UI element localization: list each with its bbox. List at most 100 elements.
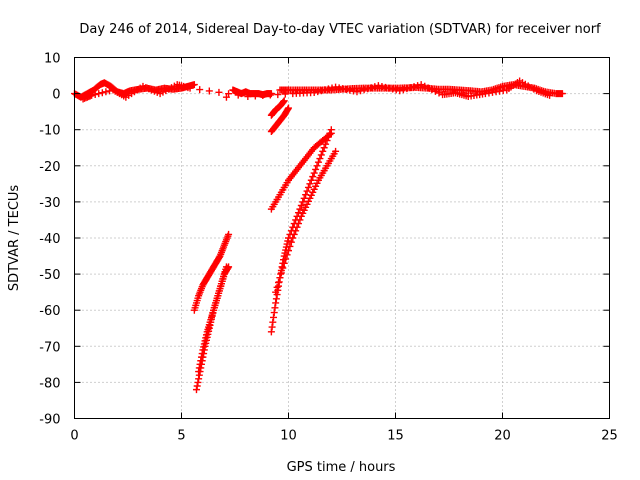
data-point bbox=[328, 84, 336, 92]
y-tick-label: -70 bbox=[39, 340, 60, 355]
y-tick: -70 bbox=[39, 340, 610, 355]
data-point bbox=[289, 234, 297, 242]
y-tick: -30 bbox=[39, 196, 610, 211]
data-point bbox=[244, 92, 252, 100]
data-point bbox=[102, 88, 110, 96]
data-point bbox=[280, 259, 288, 267]
data-point bbox=[196, 360, 204, 368]
y-tick-label: -40 bbox=[39, 232, 60, 247]
data-point bbox=[293, 223, 301, 231]
data-point bbox=[270, 309, 278, 317]
data-point bbox=[321, 86, 329, 94]
data-point bbox=[271, 304, 279, 312]
data-point bbox=[417, 81, 425, 89]
data-point bbox=[403, 85, 411, 93]
data-point bbox=[195, 368, 203, 376]
data-point bbox=[296, 216, 304, 224]
data-point bbox=[310, 89, 318, 97]
series-dip-b-lower bbox=[272, 147, 340, 296]
data-point bbox=[294, 220, 302, 228]
data-point bbox=[558, 90, 566, 98]
data-point bbox=[272, 288, 280, 296]
data-point bbox=[378, 83, 386, 91]
data-points bbox=[71, 77, 566, 394]
data-point bbox=[382, 83, 390, 91]
data-point bbox=[287, 238, 295, 246]
data-point bbox=[195, 364, 203, 372]
data-point bbox=[306, 180, 314, 188]
data-point bbox=[266, 91, 274, 99]
chart-title: Day 246 of 2014, Sidereal Day-to-day VTE… bbox=[79, 22, 601, 37]
data-point bbox=[277, 269, 285, 277]
data-point bbox=[399, 86, 407, 94]
data-point bbox=[272, 295, 280, 303]
data-point bbox=[215, 88, 223, 96]
data-point bbox=[279, 264, 287, 272]
data-point bbox=[320, 144, 328, 152]
series-short-c bbox=[267, 97, 288, 119]
data-point bbox=[197, 357, 205, 365]
y-tick: -50 bbox=[39, 268, 610, 283]
data-point bbox=[290, 230, 298, 238]
x-tick-label: 25 bbox=[601, 429, 618, 444]
grid bbox=[74, 57, 610, 419]
data-point bbox=[303, 187, 311, 195]
data-point bbox=[269, 318, 277, 326]
series-outlier bbox=[222, 93, 230, 101]
data-point bbox=[225, 263, 233, 271]
data-point bbox=[196, 86, 204, 94]
data-point bbox=[222, 93, 230, 101]
data-point bbox=[421, 82, 429, 90]
data-point bbox=[296, 205, 304, 213]
data-point bbox=[367, 84, 375, 92]
data-point bbox=[326, 131, 334, 139]
data-point bbox=[392, 86, 400, 94]
data-point bbox=[267, 90, 275, 98]
y-axis: 10 0 -10 -20 -30 -40 -50 -60 -70 -80 -90 bbox=[39, 52, 610, 428]
x-tick: 20 bbox=[494, 57, 511, 444]
data-point bbox=[342, 85, 350, 93]
x-tick: 15 bbox=[387, 57, 404, 444]
data-point bbox=[270, 313, 278, 321]
data-point bbox=[335, 84, 343, 92]
data-point bbox=[280, 98, 288, 106]
data-point bbox=[314, 88, 322, 96]
y-tick: -80 bbox=[39, 376, 610, 391]
y-tick: -10 bbox=[39, 124, 610, 139]
y-tick-label: -80 bbox=[39, 376, 60, 391]
data-point bbox=[205, 87, 213, 95]
data-point bbox=[285, 104, 292, 112]
data-point bbox=[259, 92, 267, 100]
data-point bbox=[282, 255, 290, 263]
data-point bbox=[332, 83, 340, 91]
series-dip-a-mid bbox=[195, 263, 233, 376]
data-point bbox=[267, 328, 275, 336]
data-point bbox=[275, 279, 283, 287]
y-tick-label: -10 bbox=[39, 124, 60, 139]
data-point bbox=[360, 86, 368, 94]
data-point bbox=[385, 84, 393, 92]
x-tick-label: 10 bbox=[280, 429, 297, 444]
data-point bbox=[339, 85, 347, 93]
data-point bbox=[286, 242, 294, 250]
x-tick: 25 bbox=[601, 57, 618, 444]
y-tick-label: -90 bbox=[39, 413, 60, 428]
data-point bbox=[389, 85, 397, 93]
data-point bbox=[312, 165, 320, 173]
data-point bbox=[284, 105, 292, 113]
data-point bbox=[396, 87, 404, 95]
data-point bbox=[424, 84, 432, 92]
data-point bbox=[324, 85, 332, 93]
y-tick: 10 bbox=[44, 52, 610, 67]
data-point bbox=[198, 350, 206, 358]
data-point bbox=[272, 299, 280, 307]
data-point bbox=[283, 251, 291, 259]
data-point bbox=[297, 202, 305, 210]
data-point bbox=[194, 378, 202, 386]
data-point bbox=[234, 91, 242, 99]
data-point bbox=[316, 155, 324, 163]
data-point bbox=[224, 264, 232, 272]
x-tick-label: 0 bbox=[70, 429, 78, 444]
data-point bbox=[332, 147, 340, 155]
y-tick: -60 bbox=[39, 304, 610, 319]
